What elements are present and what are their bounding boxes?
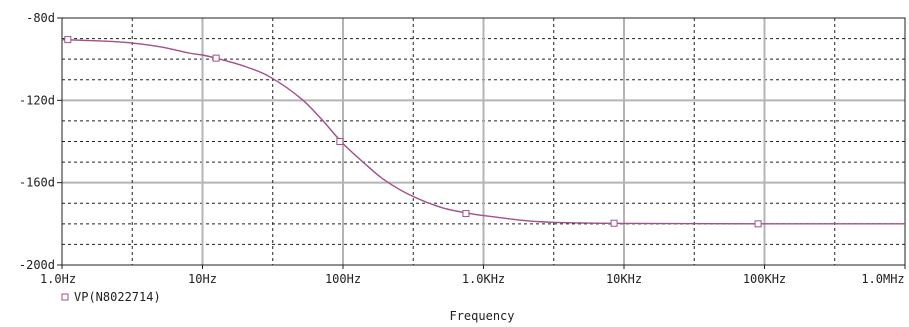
y-tick-label: -80d — [26, 11, 55, 25]
series-marker — [610, 219, 618, 227]
x-tick-label: 10KHz — [606, 272, 642, 286]
legend-label: VP(N8022714) — [74, 290, 161, 304]
series-line-vp — [61, 38, 906, 225]
series-marker — [212, 54, 220, 62]
series-marker — [336, 138, 344, 145]
series-marker — [462, 210, 470, 218]
y-axis: -80d -120d -160d -200d — [19, 11, 62, 272]
y-tick-label: -120d — [19, 93, 55, 107]
series-marker — [64, 36, 72, 44]
x-tick-label: 100KHz — [743, 272, 786, 286]
square-marker-icon — [61, 293, 69, 301]
y-tick-label: -200d — [19, 258, 55, 272]
x-tick-label: 1.0Hz — [40, 272, 76, 286]
grid — [62, 18, 905, 265]
series-marker — [754, 220, 762, 228]
legend: VP(N8022714) — [61, 290, 161, 304]
x-tick-label: 1.0MHz — [861, 272, 904, 286]
x-axis-label: Frequency — [449, 309, 514, 323]
x-tick-label: 10Hz — [188, 272, 217, 286]
x-tick-label: 100Hz — [325, 272, 361, 286]
y-tick-label: -160d — [19, 176, 55, 190]
series-markers — [64, 36, 762, 228]
x-tick-label: 1.0KHz — [462, 272, 505, 286]
x-axis: 1.0Hz 10Hz 100Hz 1.0KHz 10KHz 100KHz 1.0MHz — [40, 265, 906, 286]
